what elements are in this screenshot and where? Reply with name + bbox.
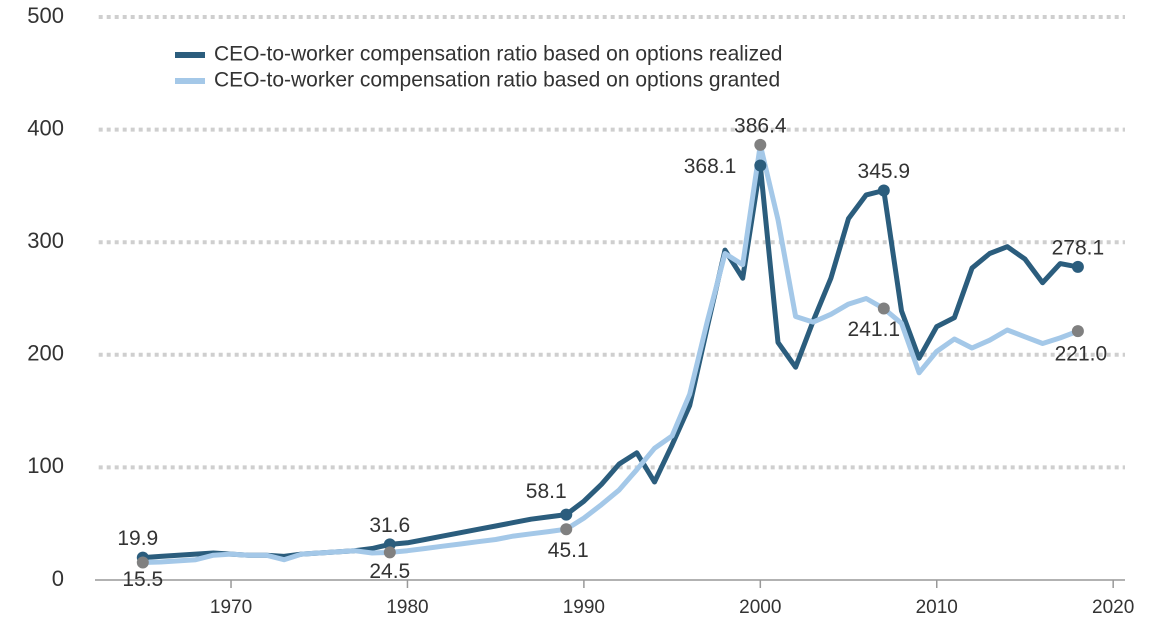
- point-marker: [754, 159, 767, 172]
- point-marker: [560, 508, 573, 521]
- data-label: 368.1: [684, 155, 737, 178]
- data-label: 386.4: [734, 114, 787, 137]
- x-tick-label: 2010: [916, 597, 958, 618]
- point-marker: [1071, 260, 1084, 273]
- x-tick-label: 2000: [739, 597, 781, 618]
- x-tick-label: 2020: [1092, 597, 1134, 618]
- y-tick-label: 0: [52, 566, 64, 591]
- point-marker: [877, 184, 890, 197]
- data-label: 58.1: [526, 480, 567, 503]
- data-label: 31.6: [369, 514, 410, 537]
- x-tick-label: 1980: [386, 597, 428, 618]
- y-tick-label: 100: [27, 453, 64, 478]
- point-marker: [754, 138, 767, 151]
- data-label: 278.1: [1052, 236, 1105, 259]
- data-label: 241.1: [848, 318, 901, 341]
- x-tick-label: 1990: [563, 597, 605, 618]
- x-tick-label: 1970: [210, 597, 252, 618]
- point-marker: [383, 546, 396, 559]
- data-label: 19.9: [117, 527, 158, 550]
- legend-label: CEO-to-worker compensation ratio based o…: [214, 43, 782, 66]
- data-label: 24.5: [369, 560, 410, 583]
- data-label: 15.5: [122, 568, 163, 591]
- y-tick-label: 400: [27, 115, 64, 140]
- point-marker: [136, 556, 149, 569]
- point-marker: [877, 302, 890, 315]
- legend-label: CEO-to-worker compensation ratio based o…: [214, 69, 780, 92]
- y-tick-label: 500: [27, 3, 64, 28]
- y-tick-label: 200: [27, 341, 64, 366]
- point-marker: [560, 523, 573, 536]
- data-label: 221.0: [1055, 343, 1108, 366]
- y-tick-label: 300: [27, 228, 64, 253]
- data-label: 45.1: [548, 539, 589, 562]
- point-marker: [1071, 325, 1084, 338]
- series-line: [142, 142, 1079, 565]
- data-label: 345.9: [858, 160, 911, 183]
